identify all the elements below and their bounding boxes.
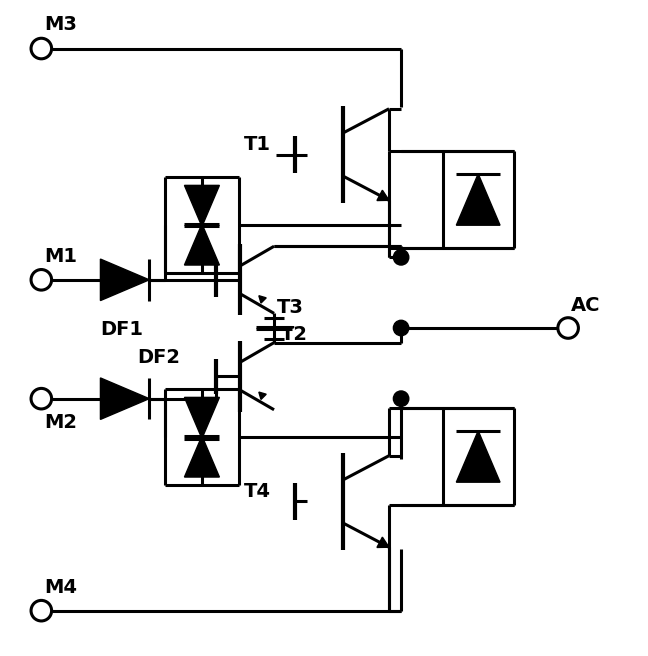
Circle shape — [558, 318, 579, 338]
Polygon shape — [185, 186, 220, 226]
Text: M2: M2 — [45, 413, 78, 432]
Text: M3: M3 — [45, 15, 77, 34]
Polygon shape — [185, 398, 220, 438]
Text: AC: AC — [572, 296, 601, 315]
Text: T2: T2 — [281, 325, 307, 344]
Text: M1: M1 — [45, 247, 78, 266]
Text: T1: T1 — [244, 135, 271, 154]
Polygon shape — [185, 224, 220, 265]
Polygon shape — [100, 378, 149, 419]
Circle shape — [393, 391, 409, 406]
Polygon shape — [185, 436, 220, 477]
Circle shape — [393, 320, 409, 336]
Text: DF2: DF2 — [137, 348, 181, 367]
Circle shape — [31, 38, 52, 59]
Circle shape — [31, 600, 52, 621]
Polygon shape — [377, 190, 389, 201]
Text: T3: T3 — [277, 298, 304, 317]
Circle shape — [31, 388, 52, 409]
Polygon shape — [456, 174, 500, 225]
Polygon shape — [100, 259, 149, 300]
Text: M4: M4 — [45, 577, 78, 596]
Circle shape — [393, 250, 409, 265]
Text: DF1: DF1 — [100, 319, 143, 338]
Polygon shape — [456, 431, 500, 482]
Polygon shape — [377, 537, 389, 548]
Text: T4: T4 — [244, 482, 271, 501]
Polygon shape — [259, 392, 266, 400]
Circle shape — [31, 270, 52, 290]
Polygon shape — [259, 296, 266, 303]
